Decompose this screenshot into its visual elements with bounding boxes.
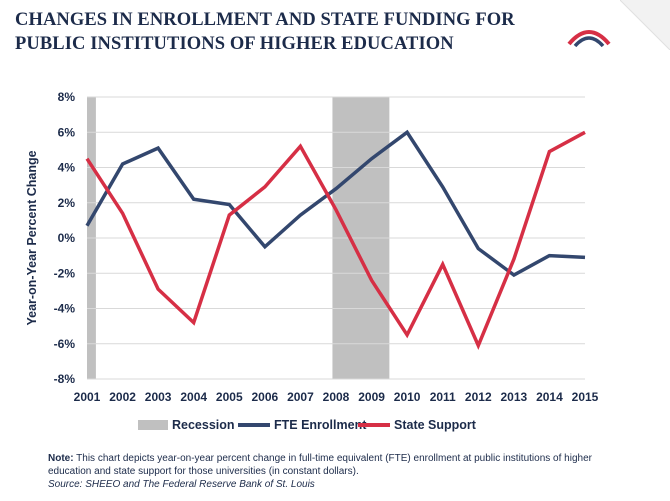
x-tick-label: 2011 xyxy=(430,390,456,404)
legend-item-enrollment: FTE Enrollment xyxy=(238,418,366,432)
legend-line-enrollment xyxy=(238,423,270,427)
line-chart: -8%-6%-4%-2%0%2%4%6%8% 2001 2002 2003 2004 2… xyxy=(25,90,599,404)
x-tick-label: 2004 xyxy=(180,390,207,404)
x-tick-label: 2001 xyxy=(74,390,101,404)
y-tick-label: 8% xyxy=(58,90,76,104)
gridlines xyxy=(87,96,585,380)
x-tick-label: 2007 xyxy=(287,390,314,404)
y-tick-label: -4% xyxy=(54,302,76,316)
x-tick-label: 2009 xyxy=(358,390,385,404)
legend-label-state-support: State Support xyxy=(394,418,476,432)
note-label: Note: xyxy=(48,453,74,464)
x-tick-label: 2003 xyxy=(145,390,172,404)
x-tick-label: 2014 xyxy=(536,390,563,404)
y-tick-label: -8% xyxy=(54,372,76,386)
x-tick-label: 2015 xyxy=(572,390,599,404)
x-tick-label: 2006 xyxy=(252,390,279,404)
x-tick-label: 2010 xyxy=(394,390,421,404)
chart-note: Note: This chart depicts year-on-year pe… xyxy=(48,452,608,491)
legend-line-state-support xyxy=(358,423,390,427)
y-tick-label: -6% xyxy=(54,337,76,351)
y-tick-label: 0% xyxy=(58,231,76,245)
series-lines xyxy=(85,129,586,350)
y-axis-label: Year-on-Year Percent Change xyxy=(25,150,39,325)
legend-swatch-recession xyxy=(138,420,168,430)
source-text: Source: SHEEO and The Federal Reserve Ba… xyxy=(48,479,315,490)
title-line-1: CHANGES IN ENROLLMENT AND STATE FUNDING … xyxy=(15,10,515,30)
x-tick-label: 2008 xyxy=(323,390,350,404)
y-tick-label: 4% xyxy=(58,161,76,175)
legend-item-recession: Recession xyxy=(138,418,235,432)
chart-title: CHANGES IN ENROLLMENT AND STATE FUNDING … xyxy=(15,8,575,56)
x-tick-label: 2013 xyxy=(501,390,528,404)
x-tick-label: 2005 xyxy=(216,390,243,404)
page-fold-icon xyxy=(620,0,670,50)
y-axis-ticks: -8% -6% -4% -2% 0% 2% 4% 6% 8% xyxy=(54,90,76,386)
legend-label-recession: Recession xyxy=(172,418,235,432)
note-text: This chart depicts year-on-year percent … xyxy=(48,453,592,477)
x-tick-label: 2012 xyxy=(465,390,492,404)
y-tick-label: 6% xyxy=(58,125,76,139)
x-tick-label: 2002 xyxy=(109,390,136,404)
chart-legend: Recession FTE Enrollment State Support xyxy=(0,418,670,438)
fed-logo-icon xyxy=(567,30,611,48)
y-tick-label: 2% xyxy=(58,196,76,210)
x-axis-ticks: 2001 2002 2003 2004 2005 2006 2007 2008 2009 2010… xyxy=(74,390,599,404)
title-line-2: PUBLIC INSTITUTIONS OF HIGHER EDUCATION xyxy=(15,34,454,54)
series-line-fte-enrollment xyxy=(85,129,586,278)
series-line-state-support xyxy=(85,130,586,350)
legend-item-state-support: State Support xyxy=(358,418,476,432)
legend-label-enrollment: FTE Enrollment xyxy=(274,418,367,432)
y-tick-label: -2% xyxy=(54,266,76,280)
